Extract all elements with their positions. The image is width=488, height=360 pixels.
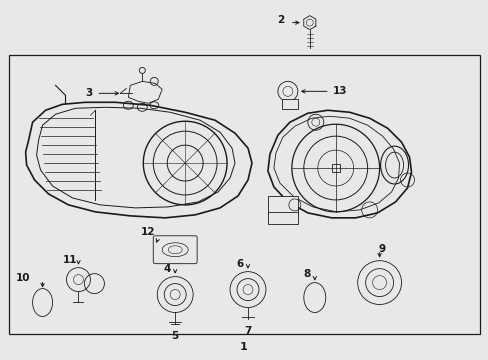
- FancyBboxPatch shape: [153, 236, 197, 264]
- Text: 11: 11: [63, 255, 78, 265]
- Text: 8: 8: [303, 269, 310, 279]
- Text: 4: 4: [163, 264, 171, 274]
- Text: 10: 10: [15, 273, 30, 283]
- FancyBboxPatch shape: [281, 99, 297, 109]
- Text: 2: 2: [277, 15, 284, 24]
- FancyBboxPatch shape: [267, 212, 297, 224]
- Text: 5: 5: [171, 332, 179, 341]
- Bar: [9, 55, 479, 334]
- FancyBboxPatch shape: [267, 196, 297, 214]
- Text: 12: 12: [141, 227, 155, 237]
- Text: 1: 1: [240, 342, 247, 352]
- Text: 6: 6: [236, 259, 243, 269]
- Text: 9: 9: [377, 244, 385, 254]
- Text: 13: 13: [332, 86, 346, 96]
- Text: 3: 3: [84, 88, 92, 98]
- Text: 7: 7: [244, 327, 251, 336]
- FancyBboxPatch shape: [331, 164, 339, 172]
